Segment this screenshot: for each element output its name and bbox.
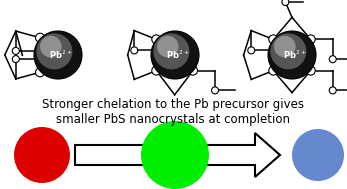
Circle shape <box>152 35 161 44</box>
Circle shape <box>269 35 278 44</box>
Circle shape <box>40 36 62 57</box>
Text: –O–: –O– <box>24 57 34 62</box>
Circle shape <box>306 66 315 75</box>
Circle shape <box>131 47 138 54</box>
Circle shape <box>35 68 44 77</box>
Text: Stronger chelation to the Pb precursor gives
smaller PbS nanocrystals at complet: Stronger chelation to the Pb precursor g… <box>42 98 305 126</box>
Circle shape <box>12 47 19 54</box>
Circle shape <box>329 56 336 63</box>
Circle shape <box>14 127 70 183</box>
Circle shape <box>269 66 278 75</box>
Circle shape <box>153 33 189 69</box>
Text: Pb$^{2+}$: Pb$^{2+}$ <box>166 49 189 61</box>
Circle shape <box>292 129 344 181</box>
Text: Pb$^{2+}$: Pb$^{2+}$ <box>283 49 306 61</box>
Circle shape <box>306 35 315 44</box>
Circle shape <box>35 33 44 42</box>
Text: Pb$^{2+}$: Pb$^{2+}$ <box>49 49 72 61</box>
Circle shape <box>12 56 19 63</box>
Circle shape <box>274 36 296 57</box>
FancyArrow shape <box>75 133 280 177</box>
Circle shape <box>141 121 209 189</box>
Circle shape <box>152 66 161 75</box>
Circle shape <box>329 87 336 94</box>
Circle shape <box>248 47 255 54</box>
Circle shape <box>212 87 219 94</box>
Circle shape <box>34 31 82 79</box>
Circle shape <box>188 66 197 75</box>
Circle shape <box>268 31 316 79</box>
Circle shape <box>270 33 306 69</box>
Circle shape <box>151 31 199 79</box>
Circle shape <box>157 36 179 57</box>
Circle shape <box>36 33 73 69</box>
Circle shape <box>282 0 289 5</box>
